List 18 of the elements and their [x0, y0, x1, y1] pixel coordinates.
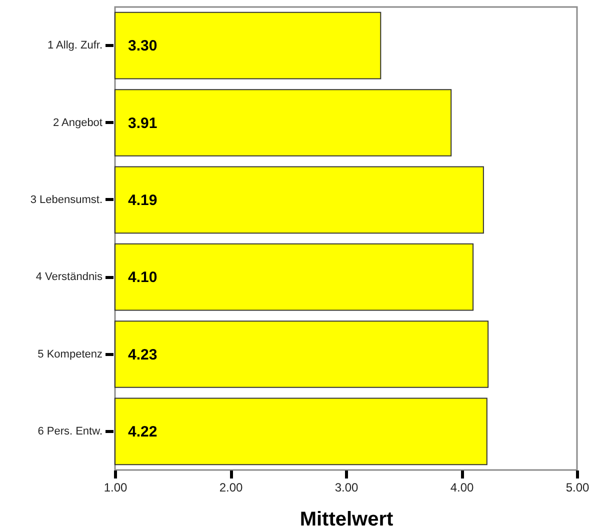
x-tick-label: 1.00	[104, 480, 128, 494]
y-tick-label: 3 Lebensumst.	[30, 194, 102, 206]
x-tick-label: 5.00	[566, 480, 589, 494]
y-tick-label: 6 Pers. Entw.	[38, 425, 102, 438]
x-axis-title: Mittelwert	[300, 508, 394, 530]
y-tick-label: 4 Verständnis	[36, 271, 103, 284]
y-tick-label: 5 Kompetenz	[38, 348, 102, 360]
x-tick-label: 3.00	[334, 480, 358, 494]
data-label: 4.19	[128, 192, 158, 209]
data-label: 3.30	[128, 38, 158, 55]
data-label: 4.22	[128, 423, 158, 440]
data-label: 4.10	[128, 269, 158, 286]
y-tick-label: 2 Angebot	[52, 116, 102, 129]
x-tick-label: 2.00	[219, 480, 243, 494]
y-tick-label: 1 Allg. Zufr.	[47, 40, 102, 52]
x-tick-label: 4.00	[450, 480, 474, 494]
data-label: 4.23	[128, 346, 158, 364]
data-label: 3.91	[128, 114, 158, 132]
